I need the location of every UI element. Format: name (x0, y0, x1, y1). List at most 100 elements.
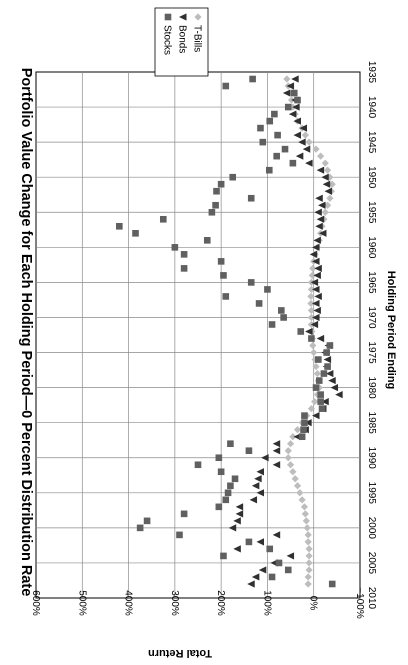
tbills-point (303, 524, 311, 532)
stocks-point (180, 510, 188, 518)
bonds-point (282, 89, 291, 97)
chart-title: Portfolio Value Change for Each Holding … (18, 68, 34, 597)
tbills-point (305, 545, 313, 553)
tbills-point (301, 131, 309, 139)
stocks-point (247, 194, 255, 202)
y-tick-label: 500% (76, 590, 87, 616)
x-tick-label: 2000 (366, 517, 377, 540)
tbills-point (326, 194, 334, 202)
tbills-point (286, 440, 295, 448)
bonds-point (256, 489, 264, 497)
bonds-point (305, 159, 313, 167)
tbills-point (307, 285, 315, 294)
stocks-point (281, 145, 289, 153)
plot-area (35, 71, 361, 599)
tbills-point (283, 75, 291, 83)
bonds-point (323, 355, 332, 364)
x-tick-label: 1965 (366, 271, 377, 294)
bonds-point (313, 306, 321, 315)
bonds-point (298, 138, 306, 146)
stocks-point (301, 419, 308, 426)
tbills-point (310, 348, 318, 357)
bonds-point (286, 82, 295, 90)
stocks-point (317, 391, 324, 398)
stocks-point (180, 265, 188, 272)
bonds-point (256, 538, 264, 546)
stocks-point (222, 496, 230, 504)
bonds-point (312, 299, 320, 308)
tbills-point (312, 145, 320, 153)
bonds-point (272, 447, 281, 455)
bonds-point (233, 517, 241, 525)
y-tick-label: −100% (354, 587, 365, 619)
tbills-point (300, 503, 309, 511)
bonds-point (286, 552, 295, 560)
stocks-point (317, 398, 324, 405)
stocks-point (213, 187, 220, 195)
tbills-point (305, 138, 313, 146)
stocks-point (222, 82, 230, 90)
bonds-point (293, 131, 302, 139)
bonds-point (315, 222, 323, 230)
bonds-point (321, 398, 329, 406)
stocks-point (318, 405, 326, 412)
bonds-point (315, 194, 323, 202)
stocks-point (116, 222, 123, 230)
tbills-point (293, 426, 302, 434)
bonds-point (292, 103, 300, 111)
tbills-point (307, 313, 315, 322)
stocks-point (208, 208, 216, 216)
stocks-point (229, 173, 237, 181)
bonds-point (309, 250, 318, 258)
stocks-point (324, 363, 331, 370)
stocks-point (274, 131, 281, 139)
y-tick-label: 600% (30, 590, 41, 616)
bonds-point (233, 545, 241, 553)
tbills-point (317, 152, 325, 160)
stocks-point (220, 552, 227, 560)
bonds-point (328, 376, 336, 385)
stocks-point (245, 447, 253, 455)
stocks-point (215, 503, 223, 511)
bonds-point (318, 201, 326, 209)
stocks-point (268, 321, 276, 328)
stocks-point (268, 573, 276, 581)
stocks-point (143, 517, 151, 525)
bonds-point (256, 468, 264, 476)
stocks-point (297, 328, 305, 335)
stocks-point (212, 201, 219, 209)
tbills-point (313, 369, 322, 378)
stocks-point (320, 370, 328, 377)
tbills-point (307, 405, 315, 413)
legend-label-tbills: T-Bills (192, 25, 203, 52)
x-tick-label: 1985 (366, 412, 377, 435)
bonds-point (299, 124, 308, 132)
stocks-point (255, 300, 263, 307)
bonds-point (235, 503, 244, 511)
tbills-point (302, 517, 310, 525)
stocks-point (159, 215, 167, 223)
tbills-point (309, 264, 317, 272)
stocks-point (290, 89, 298, 97)
tbills-point (321, 159, 329, 167)
stocks-point (136, 524, 144, 532)
y-axis-label: Total Return (148, 647, 212, 659)
stocks-point (257, 124, 264, 132)
stocks-point (227, 440, 234, 448)
stocks-point (227, 482, 234, 490)
tbills-point (307, 299, 315, 308)
tick-labels: 1935 1940 1945 1950 1955 1960 1965 1970 1975 1980… (30, 61, 377, 619)
legend-marker-tbills (194, 13, 202, 21)
bonds-point (293, 117, 302, 125)
bonds-point (288, 110, 297, 118)
stocks-point (245, 538, 253, 546)
x-tick-label: 1935 (366, 61, 377, 84)
tbills-point (284, 447, 292, 455)
tbills-point (298, 496, 306, 504)
bonds-point (247, 580, 255, 588)
bonds-point (312, 243, 320, 251)
tbills-point (324, 201, 332, 209)
tbills-point (296, 489, 304, 497)
bonds-point (302, 145, 311, 153)
